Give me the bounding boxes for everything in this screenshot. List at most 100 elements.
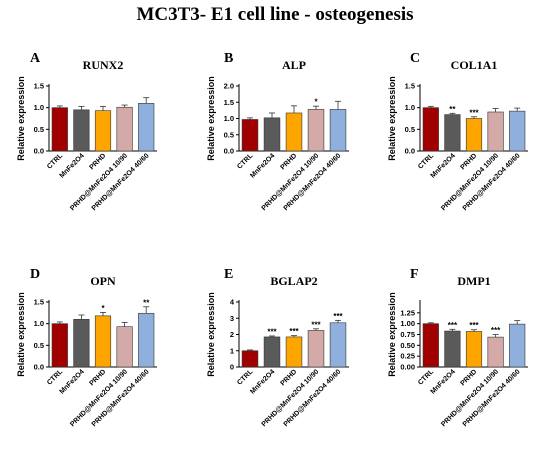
y-tick-label: 0.5 bbox=[405, 125, 415, 134]
y-tick-label: 1 bbox=[230, 346, 234, 355]
bar bbox=[422, 107, 439, 152]
bar bbox=[51, 107, 68, 152]
bar bbox=[241, 350, 259, 368]
bar bbox=[307, 109, 325, 152]
y-tick-label: 0.75 bbox=[400, 330, 415, 339]
y-tick-label: 0.0 bbox=[405, 147, 415, 156]
significance-label: * bbox=[101, 304, 105, 313]
significance-label: *** bbox=[289, 327, 299, 336]
y-tick-label: 0.5 bbox=[34, 341, 44, 350]
panel-title: ALP bbox=[282, 58, 306, 72]
y-axis-label: Relative expression bbox=[16, 292, 26, 377]
bar bbox=[138, 103, 155, 152]
panel-letter: A bbox=[30, 51, 41, 66]
bar bbox=[116, 106, 133, 152]
bar bbox=[487, 111, 504, 152]
x-tick-label: CTRL bbox=[417, 368, 436, 387]
y-tick-label: 2 bbox=[230, 330, 234, 339]
y-tick-label: 1.0 bbox=[405, 103, 415, 112]
panel-title: RUNX2 bbox=[83, 58, 124, 72]
bar bbox=[285, 336, 303, 368]
panel-title: COL1A1 bbox=[451, 58, 498, 72]
y-tick-label: 0.50 bbox=[400, 341, 415, 350]
bar bbox=[509, 110, 526, 152]
bar bbox=[73, 319, 90, 368]
significance-label: *** bbox=[333, 312, 343, 321]
panel-b: B ALP Relative expression 0.0 0.5 1.0 1.5 2.0 CT… bbox=[206, 51, 349, 212]
x-tick-label: CTRL bbox=[417, 152, 436, 171]
bar bbox=[329, 109, 347, 152]
bar bbox=[241, 119, 259, 152]
y-tick-label: 0.25 bbox=[400, 352, 415, 361]
significance-label: *** bbox=[469, 108, 479, 117]
x-tick-label: CTRL bbox=[46, 152, 65, 171]
bar bbox=[94, 315, 112, 368]
y-tick-label: 3 bbox=[230, 314, 234, 323]
bar bbox=[116, 326, 133, 368]
x-tick-label: CTRL bbox=[236, 368, 255, 387]
significance-label: ** bbox=[449, 105, 456, 114]
panel-letter: D bbox=[30, 267, 40, 282]
bar bbox=[465, 331, 483, 368]
y-axis-label: Relative expression bbox=[387, 76, 397, 161]
x-tick-label: CTRL bbox=[236, 152, 255, 171]
bar bbox=[263, 117, 281, 152]
panel-c: C COL1A1 Relative expression 0.0 0.5 1.0 1.5 CT… bbox=[387, 51, 528, 212]
significance-label: ** bbox=[143, 298, 150, 307]
x-tick-label: PRHD bbox=[279, 152, 298, 171]
y-axis-label: Relative expression bbox=[387, 292, 397, 377]
y-tick-label: 0.5 bbox=[224, 130, 234, 139]
bar bbox=[285, 112, 303, 152]
y-tick-label: 4 bbox=[230, 298, 235, 307]
y-tick-label: 0 bbox=[230, 363, 234, 372]
y-tick-label: 1.5 bbox=[34, 82, 44, 91]
figure-title: MC3T3- E1 cell line - osteogenesis bbox=[136, 4, 414, 25]
y-tick-label: 2.0 bbox=[224, 82, 234, 91]
panel-f: F DMP1 Relative expression 0.00 0.25 0.50 0.75… bbox=[387, 267, 528, 428]
y-tick-label: 1.00 bbox=[400, 319, 415, 328]
y-tick-label: 1.0 bbox=[34, 103, 44, 112]
y-axis-label: Relative expression bbox=[206, 292, 216, 377]
bar bbox=[465, 118, 483, 152]
panel-title: DMP1 bbox=[457, 274, 490, 288]
y-tick-label: 0.0 bbox=[34, 363, 44, 372]
y-tick-label: 0.0 bbox=[224, 147, 234, 156]
significance-label: *** bbox=[311, 320, 321, 329]
bar bbox=[51, 323, 68, 368]
y-tick-label: 0.0 bbox=[34, 147, 44, 156]
y-tick-label: 0.5 bbox=[34, 125, 44, 134]
y-tick-label: 1.0 bbox=[224, 114, 234, 123]
x-tick-label: PRHD bbox=[459, 152, 478, 171]
x-tick-label: CTRL bbox=[46, 368, 65, 387]
y-tick-label: 1.5 bbox=[34, 298, 44, 307]
panel-letter: F bbox=[410, 267, 419, 282]
y-tick-label: 1.0 bbox=[34, 319, 44, 328]
bar bbox=[329, 322, 347, 368]
bar bbox=[94, 110, 112, 152]
bar bbox=[509, 323, 526, 368]
significance-label: * bbox=[314, 98, 318, 107]
y-tick-label: 1.25 bbox=[400, 308, 415, 317]
panel-letter: C bbox=[410, 51, 420, 66]
bar bbox=[444, 330, 461, 368]
y-tick-label: 1.5 bbox=[224, 98, 234, 107]
panel-title: OPN bbox=[90, 274, 116, 288]
panel-title: BGLAP2 bbox=[270, 274, 317, 288]
panel-letter: E bbox=[224, 267, 233, 282]
bar bbox=[263, 336, 281, 368]
x-tick-label: PRHD bbox=[279, 368, 298, 387]
y-axis-label: Relative expression bbox=[16, 76, 26, 161]
panel-a: A RUNX2 Relative expression 0.0 0.5 1.0 1.5 CTR… bbox=[16, 51, 157, 212]
bar bbox=[138, 312, 155, 368]
bar bbox=[487, 336, 504, 368]
significance-label: *** bbox=[491, 326, 501, 335]
x-tick-label: PRHD bbox=[88, 368, 107, 387]
bar bbox=[444, 114, 461, 152]
bar bbox=[307, 330, 325, 368]
significance-label: *** bbox=[448, 321, 458, 330]
y-tick-label: 0.00 bbox=[400, 363, 415, 372]
x-tick-label: PRHD bbox=[459, 368, 478, 387]
